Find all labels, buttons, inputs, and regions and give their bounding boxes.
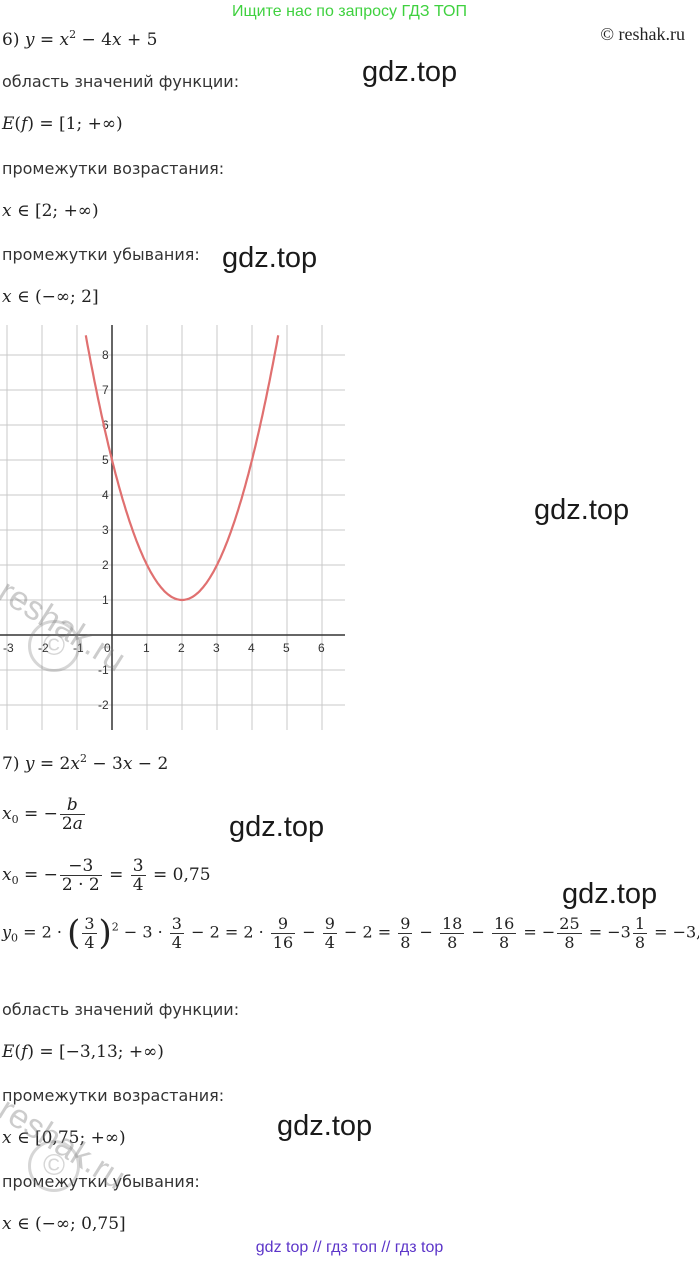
top-banner: Ищите нас по запросу ГДЗ ТОП	[232, 3, 467, 20]
increase-title-7: промежутки возрастания:	[2, 1086, 225, 1105]
y-tick-label: -2	[98, 698, 109, 712]
gdz-watermark-3: gdz.top	[534, 494, 630, 526]
gdz-watermark-1: gdz.top	[362, 56, 458, 88]
decrease-title-6: промежутки убывания:	[2, 245, 200, 264]
footer-links: gdz top // гдз топ // гдз top	[255, 1239, 444, 1256]
x-tick-label: -3	[3, 641, 14, 655]
x-tick-label: 2	[178, 641, 185, 655]
equation-7: 7) y = 2x2 − 3x − 2	[2, 752, 169, 774]
copyright: © reshak.ru	[600, 24, 685, 44]
y-tick-label: 2	[102, 558, 109, 572]
gdz-watermark-2: gdz.top	[222, 242, 318, 274]
increase-title-6: промежутки возрастания:	[2, 159, 225, 178]
x-tick-label: 1	[143, 641, 150, 655]
x-tick-label: 3	[213, 641, 220, 655]
y-tick-label: 5	[102, 453, 109, 467]
y-tick-label: 1	[102, 593, 109, 607]
copyright-circle-watermark: ©	[28, 620, 80, 672]
copyright-circle-watermark-2: ©	[28, 1140, 80, 1192]
vertex-x-formula: x0 = − b 2a	[2, 795, 85, 834]
x-tick-label: 6	[318, 641, 325, 655]
gdz-watermark-4: gdz.top	[229, 811, 325, 843]
x-tick-label: 4	[248, 641, 255, 655]
equation-6: 6) y = x2 − 4x + 5	[2, 28, 158, 50]
gdz-watermark-6: gdz.top	[277, 1110, 373, 1142]
parabola-curve	[84, 335, 280, 602]
y-tick-label: 6	[102, 418, 109, 432]
range-title-7: область значений функции:	[2, 1000, 240, 1019]
increase-value-6: x ∈ [2; +∞)	[2, 201, 99, 221]
x-tick-label: 0	[104, 641, 111, 655]
y-tick-label: 8	[102, 348, 109, 362]
range-title-6: область значений функции:	[2, 72, 240, 91]
y-tick-label: 4	[102, 488, 109, 502]
range-value-6: E(f) = [1; +∞)	[2, 114, 123, 134]
gdz-watermark-5: gdz.top	[562, 878, 658, 910]
y-tick-label: 7	[102, 383, 109, 397]
decrease-value-6: x ∈ (−∞; 2]	[2, 287, 99, 307]
decrease-value-7: x ∈ (−∞; 0,75]	[2, 1214, 126, 1234]
range-value-7: E(f) = [−3,13; +∞)	[2, 1042, 164, 1062]
x-tick-label: 5	[283, 641, 290, 655]
y-tick-label: 3	[102, 523, 109, 537]
y-tick-label: -1	[98, 663, 109, 677]
